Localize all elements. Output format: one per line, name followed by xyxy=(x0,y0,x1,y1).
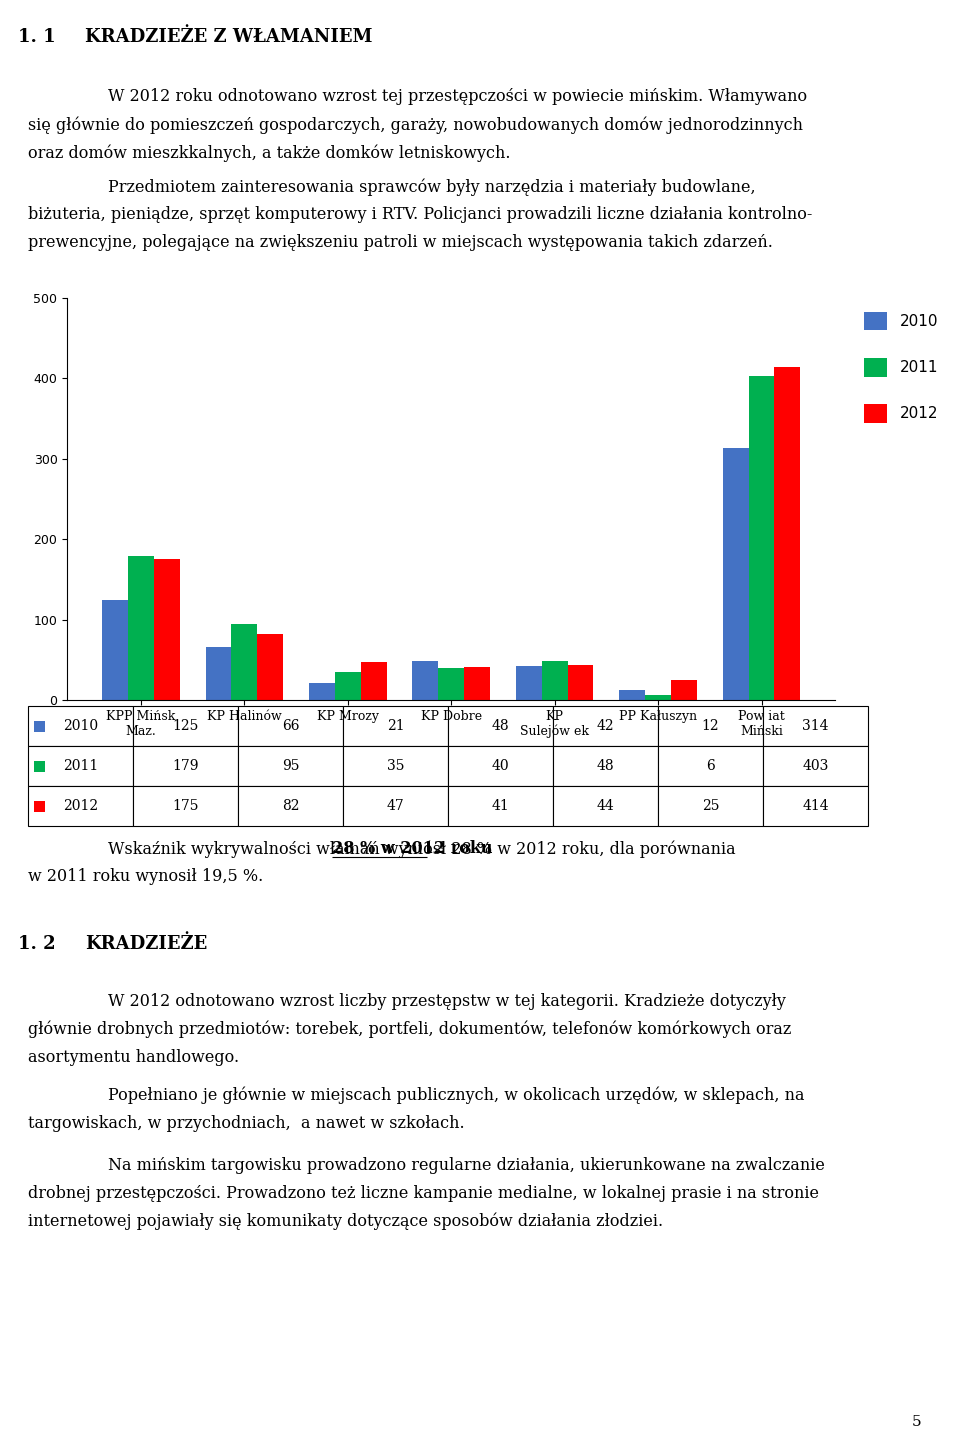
Text: 175: 175 xyxy=(172,799,199,813)
Text: oraz domów mieszkkalnych, a także domków letniskowych.: oraz domów mieszkkalnych, a także domków… xyxy=(28,144,511,162)
Text: Popełniano je głównie w miejscach publicznych, w okolicach urzędów, w sklepach, : Popełniano je głównie w miejscach public… xyxy=(108,1087,804,1105)
Text: 2012: 2012 xyxy=(63,799,98,813)
Legend: 2010, 2011, 2012: 2010, 2011, 2012 xyxy=(858,306,944,429)
Text: internetowej pojawiały się komunikaty dotyczące sposobów działania złodziei.: internetowej pojawiały się komunikaty do… xyxy=(28,1213,663,1230)
Text: 41: 41 xyxy=(492,799,510,813)
Bar xyxy=(238,786,343,826)
Bar xyxy=(775,367,801,700)
Text: asortymentu handlowego.: asortymentu handlowego. xyxy=(28,1048,239,1066)
Bar xyxy=(448,786,553,826)
Text: 66: 66 xyxy=(281,719,300,734)
Bar xyxy=(231,624,257,700)
Text: Przedmiotem zainteresowania sprawców były narzędzia i materiały budowlane,: Przedmiotem zainteresowania sprawców był… xyxy=(108,178,756,195)
Bar xyxy=(671,680,697,700)
Text: 35: 35 xyxy=(387,760,404,773)
Text: W 2012 odnotowano wzrost liczby przestępstw w tej kategorii. Kradzieże dotyczyły: W 2012 odnotowano wzrost liczby przestęp… xyxy=(108,993,786,1009)
Text: w 2011 roku wynosił 19,5 %.: w 2011 roku wynosił 19,5 %. xyxy=(28,868,263,885)
Bar xyxy=(133,786,238,826)
Text: 1. 1: 1. 1 xyxy=(18,27,56,46)
Text: 21: 21 xyxy=(387,719,404,734)
Bar xyxy=(658,747,763,786)
Text: 6: 6 xyxy=(707,760,715,773)
Bar xyxy=(553,706,658,747)
Bar xyxy=(567,664,593,700)
Text: 40: 40 xyxy=(492,760,510,773)
Bar xyxy=(28,747,133,786)
Text: 314: 314 xyxy=(803,719,828,734)
Bar xyxy=(541,661,567,700)
Text: biżuteria, pieniądze, sprzęt komputerowy i RTV. Policjanci prowadzili liczne dzi: biżuteria, pieniądze, sprzęt komputerowy… xyxy=(28,206,812,222)
Text: 5: 5 xyxy=(912,1415,922,1430)
Bar xyxy=(413,661,439,700)
Text: 2010: 2010 xyxy=(63,719,98,734)
Bar xyxy=(34,800,45,812)
Bar xyxy=(439,667,464,700)
Bar xyxy=(238,706,343,747)
Text: W 2012 roku odnotowano wzrost tej przestępczości w powiecie mińskim. Włamywano: W 2012 roku odnotowano wzrost tej przest… xyxy=(108,88,807,105)
Bar xyxy=(28,786,133,826)
Text: 2011: 2011 xyxy=(62,760,98,773)
Bar xyxy=(763,706,868,747)
Bar xyxy=(749,375,775,700)
Bar xyxy=(361,663,387,700)
Bar xyxy=(28,706,133,747)
Bar xyxy=(335,671,361,700)
Text: 82: 82 xyxy=(281,799,300,813)
Bar xyxy=(619,690,645,700)
Bar xyxy=(658,706,763,747)
Bar xyxy=(464,667,490,700)
Text: 48: 48 xyxy=(597,760,614,773)
Text: targowiskach, w przychodniach,  a nawet w szkołach.: targowiskach, w przychodniach, a nawet w… xyxy=(28,1115,465,1132)
Bar xyxy=(34,721,45,732)
Bar xyxy=(448,706,553,747)
Bar xyxy=(553,747,658,786)
Bar xyxy=(154,559,180,700)
Text: KRADZIEŻE Z WŁAMANIEM: KRADZIEŻE Z WŁAMANIEM xyxy=(85,27,372,46)
Bar xyxy=(723,448,749,700)
Text: 42: 42 xyxy=(597,719,614,734)
Text: 28 % w 2012 roku: 28 % w 2012 roku xyxy=(332,840,492,856)
Bar xyxy=(309,683,335,700)
Text: 403: 403 xyxy=(803,760,828,773)
Text: 95: 95 xyxy=(281,760,300,773)
Text: 12: 12 xyxy=(702,719,719,734)
Bar xyxy=(763,747,868,786)
Text: 1. 2: 1. 2 xyxy=(18,936,56,953)
Bar xyxy=(102,599,128,700)
Bar xyxy=(205,647,231,700)
Bar xyxy=(238,747,343,786)
Bar xyxy=(343,747,448,786)
Text: drobnej przestępczości. Prowadzono też liczne kampanie medialne, w lokalnej pras: drobnej przestępczości. Prowadzono też l… xyxy=(28,1186,819,1201)
Text: głównie drobnych przedmiotów: torebek, portfeli, dokumentów, telefonów komórkowy: głównie drobnych przedmiotów: torebek, p… xyxy=(28,1021,791,1038)
Text: Na mińskim targowisku prowadzono regularne działania, ukierunkowane na zwalczani: Na mińskim targowisku prowadzono regular… xyxy=(108,1157,825,1174)
Text: KRADZIEŻE: KRADZIEŻE xyxy=(85,936,207,953)
Bar xyxy=(133,747,238,786)
Text: prewencyjne, polegające na zwiększeniu patroli w miejscach występowania takich z: prewencyjne, polegające na zwiększeniu p… xyxy=(28,234,773,251)
Bar xyxy=(343,706,448,747)
Bar xyxy=(34,761,45,771)
Bar xyxy=(763,786,868,826)
Text: Wskaźnik wykrywalności włamań wyniósł 28 % w 2012 roku, dla porównania: Wskaźnik wykrywalności włamań wyniósł 28… xyxy=(108,840,735,858)
Text: 48: 48 xyxy=(492,719,510,734)
Bar xyxy=(257,634,283,700)
Text: 414: 414 xyxy=(803,799,828,813)
Text: 47: 47 xyxy=(387,799,404,813)
Text: 44: 44 xyxy=(596,799,614,813)
Text: 25: 25 xyxy=(702,799,719,813)
Bar xyxy=(658,786,763,826)
Bar xyxy=(343,786,448,826)
Bar xyxy=(128,556,154,700)
Text: się głównie do pomieszczeń gospodarczych, garaży, nowobudowanych domów jednorodz: się głównie do pomieszczeń gospodarczych… xyxy=(28,116,803,133)
Bar xyxy=(448,747,553,786)
Bar xyxy=(516,666,541,700)
Text: 125: 125 xyxy=(172,719,199,734)
Bar xyxy=(133,706,238,747)
Text: 179: 179 xyxy=(172,760,199,773)
Bar xyxy=(553,786,658,826)
Bar xyxy=(645,695,671,700)
